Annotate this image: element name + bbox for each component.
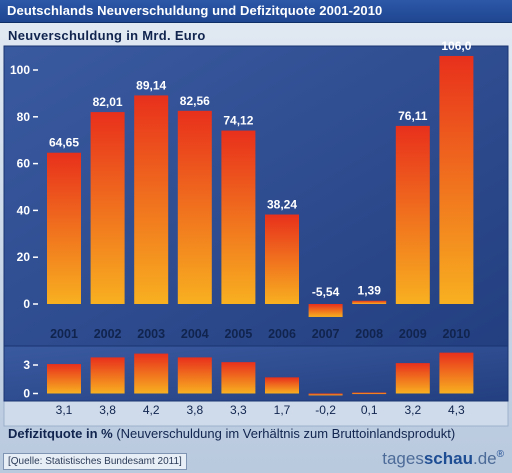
lower-bar-2006 — [265, 377, 299, 394]
year-label-2001: 2001 — [50, 327, 78, 341]
lower-y-axis: 03 — [23, 358, 38, 401]
main-value-label-2003: 89,14 — [136, 78, 166, 92]
year-label-2008: 2008 — [355, 327, 383, 341]
logo-part-1: tages — [382, 449, 424, 468]
main-bar-2003 — [134, 95, 169, 304]
main-bar-2004 — [177, 110, 212, 304]
main-bar-2005 — [221, 130, 256, 304]
lower-value-label-2010: 4,3 — [448, 403, 465, 417]
main-value-label-2006: 38,24 — [267, 198, 297, 212]
main-bar-2001 — [47, 152, 81, 304]
lower-value-label-2001: 3,1 — [56, 403, 73, 417]
lower-y-tick-0: 0 — [23, 387, 30, 401]
lower-value-label-2006: 1,7 — [274, 403, 291, 417]
deficit-label-rest: (Neuverschuldung im Verhältnis zum Brutt… — [112, 426, 456, 441]
main-bar-2002 — [90, 112, 125, 304]
main-bar-2010 — [439, 55, 474, 305]
year-label-2005: 2005 — [224, 327, 252, 341]
logo-registered-mark: ® — [496, 449, 504, 460]
main-value-label-2007: -5,54 — [312, 285, 340, 299]
lower-bar-2008 — [352, 392, 387, 395]
year-label-2004: 2004 — [181, 327, 209, 341]
main-value-label-2004: 82,56 — [180, 94, 210, 108]
main-bar-2006 — [265, 214, 299, 304]
main-value-label-2010: 106,0 — [441, 39, 471, 53]
main-y-tick-0: 0 — [23, 297, 30, 311]
lower-value-label-2009: 3,2 — [404, 403, 421, 417]
main-value-label-2005: 74,12 — [223, 114, 253, 128]
year-label-2009: 2009 — [399, 327, 427, 341]
lower-bar-2005 — [221, 362, 256, 394]
source-note: [Quelle: Statistisches Bundesamt 2011] — [3, 453, 187, 470]
year-label-2002: 2002 — [94, 327, 122, 341]
chart-title: Deutschlands Neuverschuldung und Defizit… — [7, 3, 383, 18]
lower-y-tick-3: 3 — [23, 358, 30, 372]
lower-value-labels: 3,1 3,8 4,2 3,8 3,3 1,7 -0,2 0,1 3,2 4,3 — [56, 403, 465, 417]
lower-bar-2004 — [177, 357, 212, 394]
lower-bar-2001 — [47, 364, 81, 394]
main-bar-series — [47, 55, 474, 317]
year-label-2006: 2006 — [268, 327, 296, 341]
year-label-2007: 2007 — [312, 327, 340, 341]
tagesschau-logo[interactable]: tagesschau.de® — [382, 449, 504, 469]
lower-bar-2009 — [395, 363, 430, 394]
deficit-axis-label: Defizitquote in % (Neuverschuldung im Ve… — [8, 426, 455, 441]
lower-value-label-2007: -0,2 — [315, 403, 336, 417]
main-y-tick-60: 60 — [17, 157, 31, 171]
logo-part-3: .de — [472, 449, 497, 468]
logo-part-2: schau — [423, 449, 473, 468]
year-label-2010: 2010 — [442, 327, 470, 341]
main-value-label-2008: 1,39 — [358, 284, 382, 298]
lower-value-label-2005: 3,3 — [230, 403, 247, 417]
main-y-tick-100: 100 — [10, 63, 30, 77]
main-y-tick-80: 80 — [17, 110, 31, 124]
lower-bar-2007 — [308, 393, 343, 396]
title-bar: Deutschlands Neuverschuldung und Defizit… — [0, 0, 512, 23]
chart-subtitle: Neuverschuldung in Mrd. Euro — [8, 28, 206, 43]
main-value-label-2001: 64,65 — [49, 136, 79, 150]
main-value-labels: 64,65 82,01 89,14 82,56 74,12 38,24 -5,54 1,39 7… — [49, 39, 472, 299]
year-label-2003: 2003 — [137, 327, 165, 341]
main-value-label-2009: 76,11 — [398, 109, 428, 123]
lower-value-label-2008: 0,1 — [361, 403, 378, 417]
lower-bar-2010 — [439, 352, 474, 394]
main-value-label-2002: 82,01 — [93, 95, 123, 109]
main-bar-2007 — [308, 304, 343, 317]
lower-value-label-2002: 3,8 — [99, 403, 116, 417]
main-bar-2008 — [352, 300, 387, 304]
lower-bar-2003 — [134, 353, 169, 394]
lower-bar-series — [47, 352, 474, 396]
main-y-tick-20: 20 — [17, 250, 31, 264]
deficit-label-bold: Defizitquote in % — [8, 426, 113, 441]
main-bar-2009 — [395, 125, 430, 304]
lower-value-label-2003: 4,2 — [143, 403, 160, 417]
lower-value-label-2004: 3,8 — [186, 403, 203, 417]
main-y-tick-40: 40 — [17, 203, 31, 217]
main-y-axis: 0 20 40 60 80 100 — [10, 63, 38, 311]
year-tick-labels: 2001 2002 2003 2004 2005 2006 2007 2008 2009 2010 — [50, 327, 470, 341]
lower-bar-2002 — [90, 357, 125, 394]
